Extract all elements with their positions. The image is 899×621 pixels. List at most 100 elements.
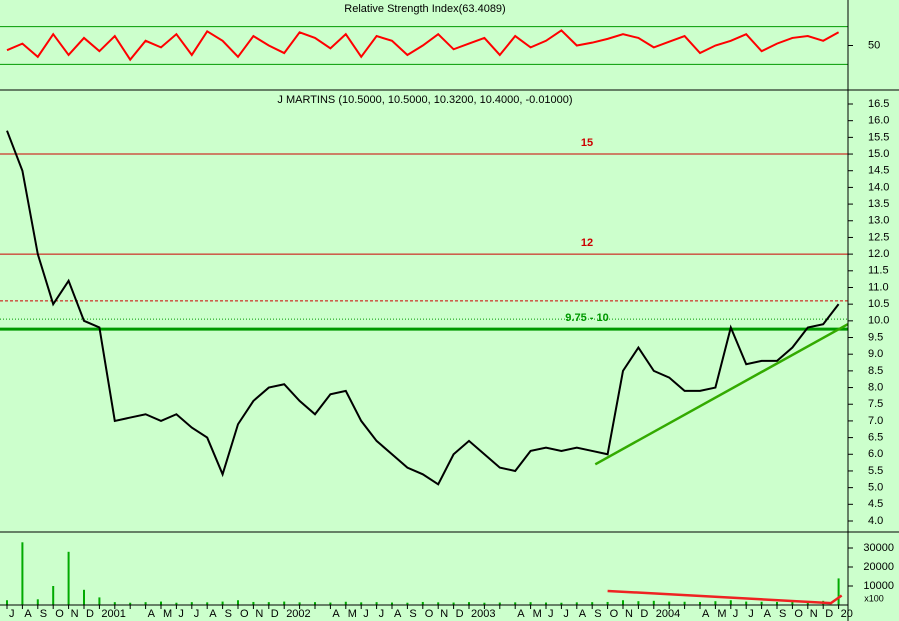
x-tick-label: A [517,608,525,620]
volume-bar [406,602,409,605]
y-tick-label: 15.0 [868,148,889,160]
y-tick-label: 10000 [863,580,894,592]
x-tick-label: A [394,608,402,620]
volume-bar [622,600,624,605]
y-tick-label: 7.0 [868,415,883,427]
volume-bar [190,602,193,605]
reference-label: 15 [581,137,593,149]
volume-bar [67,551,70,605]
x-tick-label: J [363,608,369,620]
volume-bar [113,602,116,605]
volume-bar [591,602,594,605]
x-tick-label: A [209,608,217,620]
x-tick-label: O [425,608,434,620]
volume-bar [160,601,162,605]
y-tick-label: 7.5 [868,398,883,410]
x-tick-label: N [71,608,79,620]
volume-bar [329,602,332,605]
x-tick-label: D [271,608,279,620]
x-tick-label: A [764,608,772,620]
volume-bar [267,602,270,605]
volume-bar [360,602,363,605]
volume-bar [206,602,209,605]
volume-bar [175,602,178,605]
data-line [6,130,840,486]
x-tick-label: O [240,608,249,620]
volume-bar [714,601,717,605]
y-tick-label: 6.5 [868,432,883,444]
volume-bar [668,601,671,605]
x-tick-label: S [594,608,601,620]
x-tick-label: 2003 [471,608,495,620]
volume-bar [806,601,809,605]
y-tick-label: 6.0 [868,448,883,460]
x-tick-label: S [779,608,786,620]
x-tick-label: J [548,608,554,620]
y-tick-label: 9.0 [868,348,883,360]
volume-bar [683,601,686,605]
y-tick-label: 9.5 [868,331,883,343]
volume-bar [637,601,640,605]
x-tick-label: M [533,608,542,620]
x-tick-label: S [225,608,232,620]
volume-bar [498,602,501,605]
x-tick-label: A [702,608,710,620]
volume-bar [52,586,55,605]
volume-bar [699,601,701,605]
y-tick-label: 14.0 [868,181,889,193]
x-tick-label: J [748,608,754,620]
volume-bar [745,601,748,605]
y-tick-label: 30000 [863,542,894,554]
volume-bar [6,600,8,605]
volume-bar [314,602,316,605]
unit-label: x100 [864,593,884,603]
volume-bar [298,602,301,605]
y-tick-label: 16.0 [868,115,889,127]
y-tick-label: 8.0 [868,381,883,393]
x-tick-label: N [625,608,633,620]
volume-bar [760,601,763,605]
x-tick-label: J [563,608,569,620]
y-tick-label: 15.5 [868,131,889,143]
volume-bar [837,578,840,605]
x-tick-label: S [409,608,416,620]
x-tick-label: 2004 [656,608,680,620]
x-tick-label: J [733,608,739,620]
volume-bar [729,600,732,605]
volume-bar [98,597,101,605]
volume-bar [375,602,378,605]
volume-bar [129,602,132,605]
volume-bar [391,602,393,605]
y-tick-label: 13.0 [868,215,889,227]
x-tick-label: D [86,608,94,620]
y-tick-label: 13.5 [868,198,889,210]
volume-bar [483,602,486,605]
x-tick-label: 20 [841,608,853,620]
x-tick-label: D [640,608,648,620]
y-tick-label: 12.5 [868,231,889,243]
x-tick-label: N [440,608,448,620]
x-tick-label: M [163,608,172,620]
y-tick-label: 10.0 [868,315,889,327]
volume-bar [514,602,517,605]
reference-label: 9.75 - 10 [565,312,608,324]
x-tick-label: J [194,608,200,620]
volume-bar [468,602,470,605]
x-tick-label: J [9,608,15,620]
y-tick-label: 5.0 [868,482,883,494]
y-tick-label: 5.5 [868,465,883,477]
volume-bar [21,542,24,605]
x-tick-label: A [24,608,32,620]
x-tick-label: M [348,608,357,620]
y-tick-label: 50 [868,39,880,51]
volume-bar [575,602,578,605]
volume-bar [36,599,39,605]
x-tick-label: O [55,608,64,620]
x-tick-label: A [579,608,587,620]
y-tick-label: 14.5 [868,165,889,177]
x-tick-label: D [456,608,464,620]
volume-bar [252,601,255,605]
x-tick-label: A [332,608,340,620]
volume-bar [437,602,440,605]
data-line [6,29,840,62]
